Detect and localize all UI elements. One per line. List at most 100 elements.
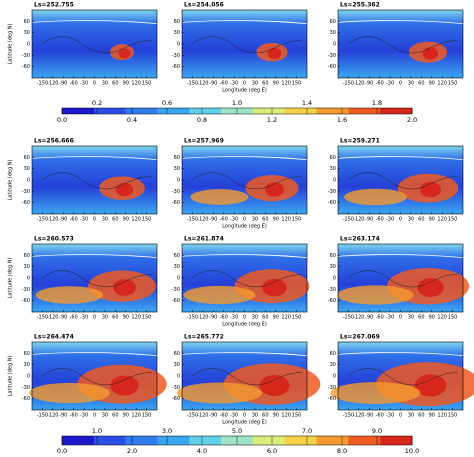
dust-blob bbox=[264, 182, 285, 197]
x-tick-label: -60 bbox=[220, 217, 228, 223]
x-tick-label: -30 bbox=[386, 217, 394, 223]
x-tick-label: -30 bbox=[80, 81, 88, 87]
x-tick-label: 0 bbox=[399, 81, 402, 87]
y-tick-label: 0 bbox=[177, 276, 180, 282]
y-tick-label: -30 bbox=[172, 189, 180, 195]
colorbar-label: 3.0 bbox=[162, 427, 172, 435]
x-tick-label: -120 bbox=[47, 217, 58, 223]
dust-blob bbox=[183, 285, 256, 305]
contour bbox=[337, 156, 464, 160]
x-tick-label: 30 bbox=[102, 315, 108, 321]
y-tick-label: 0 bbox=[177, 374, 180, 380]
contour bbox=[191, 270, 303, 288]
x-tick-label: 120 bbox=[281, 217, 291, 223]
y-tick-label: 60 bbox=[174, 253, 180, 259]
contour bbox=[181, 254, 308, 258]
x-tick-label: -120 bbox=[353, 217, 364, 223]
y-tick-label: 60 bbox=[330, 351, 336, 357]
colorbar-swatch bbox=[252, 108, 286, 114]
x-tick-label: 60 bbox=[418, 81, 424, 87]
y-tick-label: 0 bbox=[333, 276, 336, 282]
dust-blob bbox=[262, 278, 287, 297]
y-tick-label: 30 bbox=[174, 30, 180, 36]
dust-blob bbox=[422, 47, 439, 60]
y-tick-label: 30 bbox=[174, 264, 180, 270]
x-tick-label: 120 bbox=[281, 315, 291, 321]
y-axis-label: Latitude (deg N) bbox=[8, 160, 14, 201]
y-tick-label: 60 bbox=[330, 155, 336, 161]
y-tick-label: 60 bbox=[24, 351, 30, 357]
dust-blob bbox=[115, 182, 134, 197]
colorbar-swatch bbox=[125, 436, 158, 445]
y-tick-label: -30 bbox=[328, 189, 336, 195]
colorbar-label: 1.6 bbox=[337, 116, 347, 124]
x-tick-label: 90 bbox=[429, 217, 435, 223]
x-tick-label: 150 bbox=[292, 217, 302, 223]
x-tick-label: 30 bbox=[252, 217, 258, 223]
x-tick-label: 90 bbox=[429, 413, 435, 419]
x-tick-label: 90 bbox=[273, 217, 279, 223]
colorbar-swatch bbox=[316, 436, 349, 445]
panel-title: Ls=263.174 bbox=[340, 236, 380, 243]
x-tick-label: -30 bbox=[386, 413, 394, 419]
y-tick-label: -30 bbox=[172, 53, 180, 59]
x-tick-label: 60 bbox=[112, 413, 118, 419]
x-tick-label: -150 bbox=[343, 315, 354, 321]
x-tick-label: -30 bbox=[230, 315, 238, 321]
panel-title: Ls=265.772 bbox=[184, 334, 224, 341]
colorbar-swatch bbox=[252, 436, 286, 445]
x-tick-label: -120 bbox=[353, 413, 364, 419]
dust-blob bbox=[259, 375, 290, 396]
x-tick-label: -30 bbox=[386, 315, 394, 321]
x-tick-label: -60 bbox=[70, 81, 78, 87]
colorbar-swatch bbox=[189, 436, 222, 445]
x-tick-label: 30 bbox=[408, 413, 414, 419]
x-tick-label: -90 bbox=[209, 413, 217, 419]
panel-title: Ls=256.666 bbox=[34, 138, 74, 145]
y-tick-label: 0 bbox=[27, 276, 30, 282]
x-tick-label: -150 bbox=[187, 217, 198, 223]
x-tick-label: -30 bbox=[80, 413, 88, 419]
x-tick-label: -150 bbox=[187, 315, 198, 321]
y-tick-label: -30 bbox=[328, 287, 336, 293]
x-tick-label: 0 bbox=[93, 81, 96, 87]
panel-title: Ls=252.755 bbox=[34, 2, 74, 9]
x-tick-label: 120 bbox=[281, 81, 291, 87]
x-tick-label: -90 bbox=[209, 81, 217, 87]
dust-blob bbox=[176, 382, 263, 404]
y-tick-label: -30 bbox=[22, 287, 30, 293]
x-axis-label: Longitude (deg E) bbox=[222, 224, 267, 230]
x-tick-label: -60 bbox=[70, 217, 78, 223]
colorbar-swatch bbox=[284, 108, 317, 114]
colorbar-swatch bbox=[93, 108, 126, 114]
x-tick-label: -90 bbox=[59, 81, 67, 87]
x-tick-label: 90 bbox=[123, 413, 129, 419]
contour bbox=[181, 156, 308, 160]
colorbar-label: 0.0 bbox=[57, 116, 67, 124]
colorbar-label: 2.0 bbox=[407, 116, 417, 124]
contour bbox=[41, 270, 153, 288]
colorbar-label: 1.2 bbox=[267, 116, 277, 124]
y-tick-label: 60 bbox=[24, 155, 30, 161]
x-tick-label: 90 bbox=[273, 81, 279, 87]
contour bbox=[191, 36, 303, 54]
x-tick-label: -90 bbox=[209, 315, 217, 321]
y-tick-label: 30 bbox=[330, 166, 336, 172]
y-tick-label: 60 bbox=[174, 351, 180, 357]
colorbar-swatch bbox=[189, 108, 222, 114]
x-axis-label: Longitude (deg E) bbox=[222, 420, 267, 426]
dust-blob bbox=[417, 278, 444, 297]
x-tick-label: -90 bbox=[209, 217, 217, 223]
y-tick-label: -60 bbox=[328, 64, 336, 70]
panel-title: Ls=260.573 bbox=[34, 236, 74, 243]
x-tick-label: 120 bbox=[131, 81, 141, 87]
panel-title: Ls=254.056 bbox=[184, 2, 224, 9]
y-tick-label: -60 bbox=[22, 396, 30, 402]
x-tick-label: -90 bbox=[365, 315, 373, 321]
x-tick-label: 150 bbox=[142, 217, 152, 223]
y-tick-label: -30 bbox=[328, 53, 336, 59]
x-tick-label: -90 bbox=[59, 217, 67, 223]
x-tick-label: 0 bbox=[399, 413, 402, 419]
y-tick-label: -60 bbox=[172, 396, 180, 402]
